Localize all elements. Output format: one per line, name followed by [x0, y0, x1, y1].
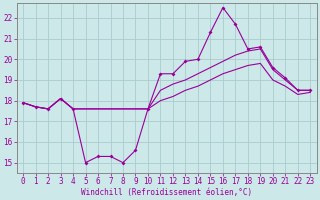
X-axis label: Windchill (Refroidissement éolien,°C): Windchill (Refroidissement éolien,°C) — [81, 188, 252, 197]
